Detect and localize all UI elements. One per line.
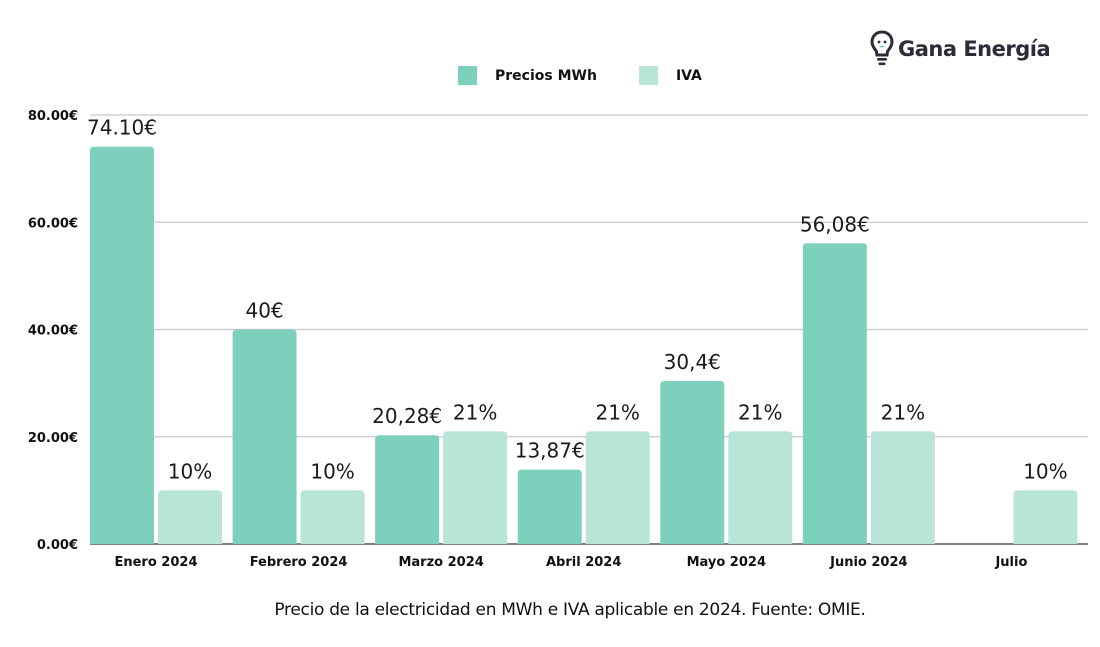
data-label: 21% <box>738 400 782 424</box>
lightbulb-smile-icon <box>870 30 894 66</box>
legend-swatch-iva <box>638 66 658 85</box>
data-label: 21% <box>453 400 497 424</box>
bar-precio <box>232 329 297 544</box>
bar-iva <box>728 431 793 544</box>
y-tick-label: 80.00€ <box>28 109 78 124</box>
legend-item-iva: IVA <box>638 66 702 85</box>
bar-precio <box>375 435 440 544</box>
x-tick-label: Mayo 2024 <box>687 555 766 570</box>
x-tick-label: Junio 2024 <box>829 555 907 570</box>
bar-iva <box>585 431 650 544</box>
x-axis-tick-labels: Enero 2024 Febrero 2024 Marzo 2024 Abril 20… <box>114 555 1027 570</box>
bar-iva <box>1013 490 1078 544</box>
bar-precio <box>517 469 582 544</box>
bar-iva <box>300 490 365 544</box>
data-label: 74.10€ <box>87 116 157 140</box>
data-label: 21% <box>595 400 639 424</box>
x-tick-label: Abril 2024 <box>546 555 621 570</box>
legend: Precios MWh IVA <box>458 66 744 85</box>
brand-logo: Gana Energía <box>870 30 1051 68</box>
y-tick-label: 60.00€ <box>28 216 78 231</box>
legend-swatch-precios <box>458 66 477 85</box>
data-label: 10% <box>168 459 212 483</box>
x-tick-label: Febrero 2024 <box>250 555 348 570</box>
data-label: 30,4€ <box>664 350 721 374</box>
y-tick-label: 20.00€ <box>28 431 78 446</box>
x-tick-label: Enero 2024 <box>114 555 197 570</box>
data-label: 10% <box>1023 459 1067 483</box>
x-tick-label: Marzo 2024 <box>398 555 483 570</box>
bar-iva <box>158 490 222 544</box>
data-label: 10% <box>310 459 354 483</box>
brand-name: Gana Energía <box>898 37 1051 61</box>
bar-iva <box>870 431 935 544</box>
data-labels: 74.10€ 10% 40€ 10% 20,28€ 21% 13,87€ 21% 30,4€ 21… <box>87 116 1068 484</box>
data-label: 13,87€ <box>515 439 585 463</box>
legend-label: IVA <box>675 67 702 84</box>
y-tick-label: 40.00€ <box>28 324 78 339</box>
bar-precio <box>802 243 867 544</box>
y-axis-tick-labels: 0.00€ 20.00€ 40.00€ 60.00€ 80.00€ <box>28 109 78 553</box>
y-tick-label: 0.00€ <box>37 538 78 553</box>
bar-iva <box>443 431 508 544</box>
data-label: 20,28€ <box>372 404 442 428</box>
legend-item-precios: Precios MWh <box>458 66 597 85</box>
bars <box>90 146 1078 545</box>
data-label: 21% <box>881 400 925 424</box>
x-tick-label: Julio <box>994 555 1027 570</box>
data-label: 56,08€ <box>800 212 870 236</box>
data-label: 40€ <box>245 299 283 323</box>
bar-precio <box>90 146 154 545</box>
legend-label: Precios MWh <box>495 67 597 84</box>
bar-precio <box>660 380 725 544</box>
chart-caption: Precio de la electricidad en MWh e IVA a… <box>274 600 866 620</box>
